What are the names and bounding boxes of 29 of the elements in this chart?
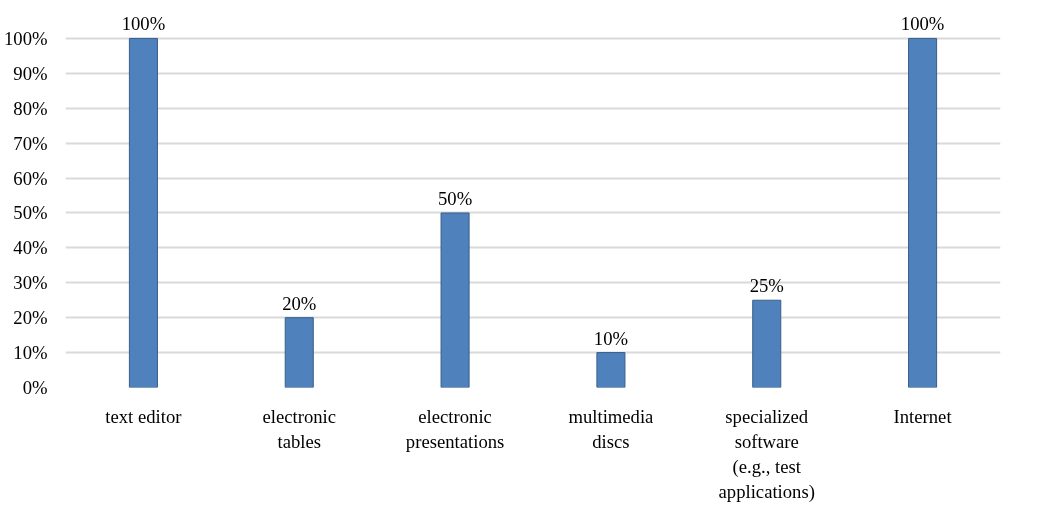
x-tick-label: text editor — [105, 405, 183, 427]
y-tick-label: 30% — [13, 272, 48, 294]
bar — [284, 317, 314, 388]
y-tick-label: 80% — [13, 97, 48, 119]
bar — [908, 37, 938, 388]
y-tick-label: 70% — [13, 132, 48, 154]
data-label: 25% — [749, 275, 784, 297]
x-tick-label: Internet — [893, 405, 953, 427]
data-label: 100% — [121, 13, 166, 35]
x-tick-label: multimedia discs — [568, 405, 655, 452]
bar — [596, 352, 626, 388]
y-tick-label: 40% — [13, 237, 48, 259]
bar — [752, 299, 782, 388]
y-tick-label: 20% — [13, 307, 48, 329]
bar — [128, 37, 158, 388]
x-tick-label: electronic tables — [262, 405, 337, 452]
y-tick-label: 10% — [13, 342, 48, 364]
y-tick-label: 0% — [22, 377, 48, 398]
x-tick-label: specialized software (e.g., test applications) — [718, 405, 815, 504]
y-tick-label: 60% — [13, 167, 48, 189]
x-tick-label: electronic presentations — [405, 405, 505, 452]
data-label: 20% — [282, 292, 317, 314]
y-tick-label: 100% — [3, 27, 48, 49]
y-tick-label: 90% — [13, 62, 48, 84]
data-label: 10% — [593, 327, 629, 349]
data-label: 100% — [900, 13, 945, 35]
y-tick-label: 50% — [13, 202, 48, 224]
data-label: 50% — [437, 187, 473, 209]
bar — [440, 212, 470, 388]
